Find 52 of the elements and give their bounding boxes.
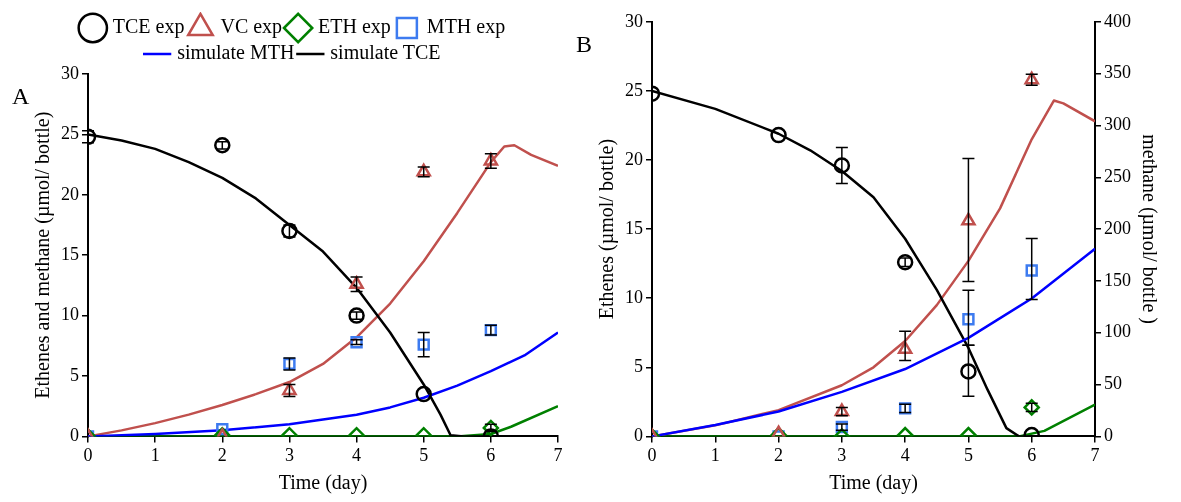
y-tick-label: 20: [625, 148, 643, 169]
y-tick-label: 25: [61, 123, 79, 144]
x-axis-title: Time (day): [278, 471, 368, 495]
x-tick-label: 4: [352, 444, 362, 465]
y-tick-label: 30: [625, 10, 643, 31]
x-tick-label: 6: [1027, 444, 1037, 465]
x-tick-label: 1: [150, 444, 160, 465]
x-tick-label: 2: [774, 444, 784, 465]
y-axis-title: Ethenes (µmol/ bottle): [595, 138, 619, 320]
y2-axis-title: methane (µmol/ bottle ): [1137, 134, 1161, 325]
x-tick-label: 7: [1090, 444, 1100, 465]
y2-tick-label: 0: [1104, 425, 1113, 446]
text: A: [12, 83, 30, 110]
y-tick-label: 0: [70, 425, 79, 446]
x-tick-label: 0: [647, 444, 657, 465]
x-tick-label: 6: [486, 444, 496, 465]
y-tick-label: 15: [61, 243, 79, 264]
legend-label: MTH exp: [426, 15, 506, 39]
x-tick-label: 3: [837, 444, 847, 465]
x-tick-label: 7: [553, 444, 563, 465]
y-tick-label: 30: [61, 62, 79, 83]
y2-tick-label: 50: [1104, 373, 1122, 394]
x-tick-label: 5: [419, 444, 429, 465]
y2-tick-label: 100: [1104, 321, 1131, 342]
y-tick-label: 5: [634, 356, 643, 377]
x-tick-label: 5: [963, 444, 973, 465]
x-tick-label: 2: [217, 444, 227, 465]
y-tick-label: 15: [625, 217, 643, 238]
y-tick-label: 5: [70, 364, 79, 385]
legend-label: TCE exp: [112, 15, 185, 39]
x-tick-label: 3: [284, 444, 294, 465]
legend-label: ETH exp: [318, 15, 391, 39]
y2-tick-label: 150: [1104, 269, 1131, 290]
text: B: [576, 31, 593, 58]
y2-tick-label: 400: [1104, 10, 1131, 31]
y2-tick-label: 200: [1104, 217, 1131, 238]
legend-label: VC exp: [220, 15, 283, 39]
x-tick-label: 1: [710, 444, 720, 465]
y-tick-label: 10: [61, 304, 79, 325]
y2-tick-label: 300: [1104, 114, 1131, 135]
y-axis-title: Ethenes and methane (µmol/ bottle): [31, 111, 55, 399]
x-tick-label: 4: [900, 444, 910, 465]
y2-tick-label: 250: [1104, 166, 1131, 187]
y-tick-label: 20: [61, 183, 79, 204]
y-tick-label: 10: [625, 286, 643, 307]
y2-tick-label: 350: [1104, 62, 1131, 83]
y-tick-label: 25: [625, 79, 643, 100]
x-axis-title: Time (day): [829, 471, 918, 495]
y-tick-label: 0: [634, 425, 643, 446]
legend-label: simulate MTH: [177, 41, 295, 64]
x-tick-label: 0: [83, 444, 93, 465]
legend-label: simulate TCE: [330, 41, 441, 64]
